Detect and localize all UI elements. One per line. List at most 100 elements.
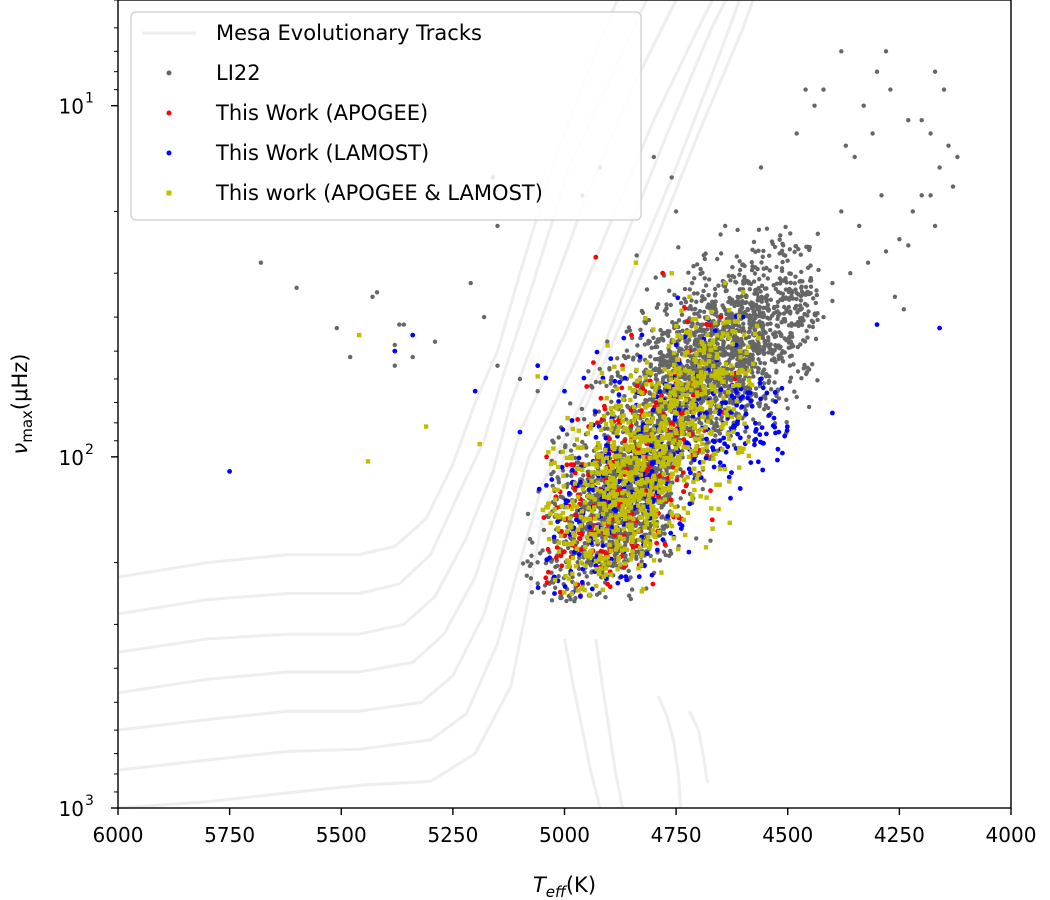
lamost-point [735,431,740,437]
li22-point [874,69,880,74]
apogee-lamost-point [689,448,694,454]
lamost-point [686,549,692,555]
apogee-lamost-point [671,338,676,343]
li22-point [686,374,692,380]
apogee-lamost-point [605,480,610,485]
apogee-lamost-point [700,441,705,446]
li22-point [761,305,766,310]
li22-point [657,558,663,563]
apogee-lamost-point [633,470,638,475]
li22-point [718,232,723,237]
lamost-point [563,498,569,503]
apogee-lamost-point [638,472,644,477]
apogee-lamost-point [661,425,666,431]
apogee-lamost-point [723,280,728,286]
apogee-lamost-point [601,561,606,567]
lamost-point [616,399,621,404]
li22-point [392,363,397,368]
li22-point [693,306,698,312]
li22-point [784,280,789,285]
apogee-lamost-point [631,449,637,454]
apogee-lamost-point [620,419,625,424]
apogee-lamost-point [669,523,675,529]
apogee-lamost-point [616,467,622,473]
li22-point [764,299,769,304]
li22-point [801,366,806,371]
lamost-point [716,411,722,416]
apogee-lamost-point [692,357,697,362]
li22-point [643,398,648,403]
li22-point [604,383,609,389]
li22-point [761,351,767,357]
li22-point [795,369,801,374]
li22-point [654,305,660,310]
li22-point [756,366,761,371]
apogee-lamost-point [669,271,674,276]
lamost-point [830,410,835,416]
li22-point [593,379,599,385]
lamost-point [758,396,763,402]
apogee-lamost-point [647,545,652,551]
apogee-lamost-point [736,314,742,319]
lamost-point [676,407,682,413]
lamost-point [755,459,761,465]
apogee-lamost-point [685,350,690,355]
apogee-lamost-point [576,428,582,433]
li22-point [754,287,759,293]
li22-point [696,416,702,421]
apogee-lamost-point [690,493,695,498]
apogee-lamost-point [727,520,732,525]
apogee-lamost-point [628,397,633,403]
apogee-lamost-point [621,462,626,467]
li22-point [689,280,695,286]
apogee-lamost-point [601,501,607,506]
li22-point [662,531,667,536]
li22-point [937,165,942,170]
lamost-point [543,375,549,381]
apogee-lamost-point [601,521,607,526]
li22-point [766,350,771,355]
x-axis-label: Teff(K) [533,873,596,900]
apogee-lamost-point [614,542,619,547]
apogee-lamost-point [648,541,653,547]
apogee-lamost-point [614,539,619,544]
apogee-lamost-point [636,566,641,571]
apogee-lamost-point [659,490,665,495]
apogee-lamost-point [552,497,558,502]
apogee-lamost-point [644,434,649,440]
apogee-point [557,589,563,595]
lamost-point [562,388,567,394]
li22-point [570,574,575,580]
li22-point [843,143,848,148]
apogee-lamost-point [588,426,593,431]
apogee-lamost-point [645,419,651,425]
lamost-point [616,392,622,397]
li22-point [673,209,679,214]
li22-point [776,343,781,348]
li22-point [709,420,714,425]
lamost-point [722,441,727,447]
apogee-lamost-point [709,506,714,511]
li22-point [481,314,487,320]
apogee-point [554,545,560,550]
li22-point [743,360,748,365]
legend-label: This Work (LAMOST) [215,141,429,165]
li22-point [649,345,654,350]
li22-point [737,259,742,264]
apogee-lamost-point [699,376,704,382]
li22-point [600,539,605,545]
track-line [117,0,742,772]
li22-point [590,385,595,390]
apogee-lamost-point [607,460,612,465]
apogee-lamost-point [623,457,628,463]
li22-point [799,376,804,381]
apogee-lamost-point [581,517,587,523]
li22-point [750,264,755,269]
apogee-lamost-point [693,325,699,330]
li22-point [611,561,617,566]
apogee-lamost-point [632,456,637,461]
legend-box [130,11,642,221]
apogee-lamost-point [723,421,728,426]
li22-point [728,355,734,360]
apogee-lamost-point [647,402,653,408]
